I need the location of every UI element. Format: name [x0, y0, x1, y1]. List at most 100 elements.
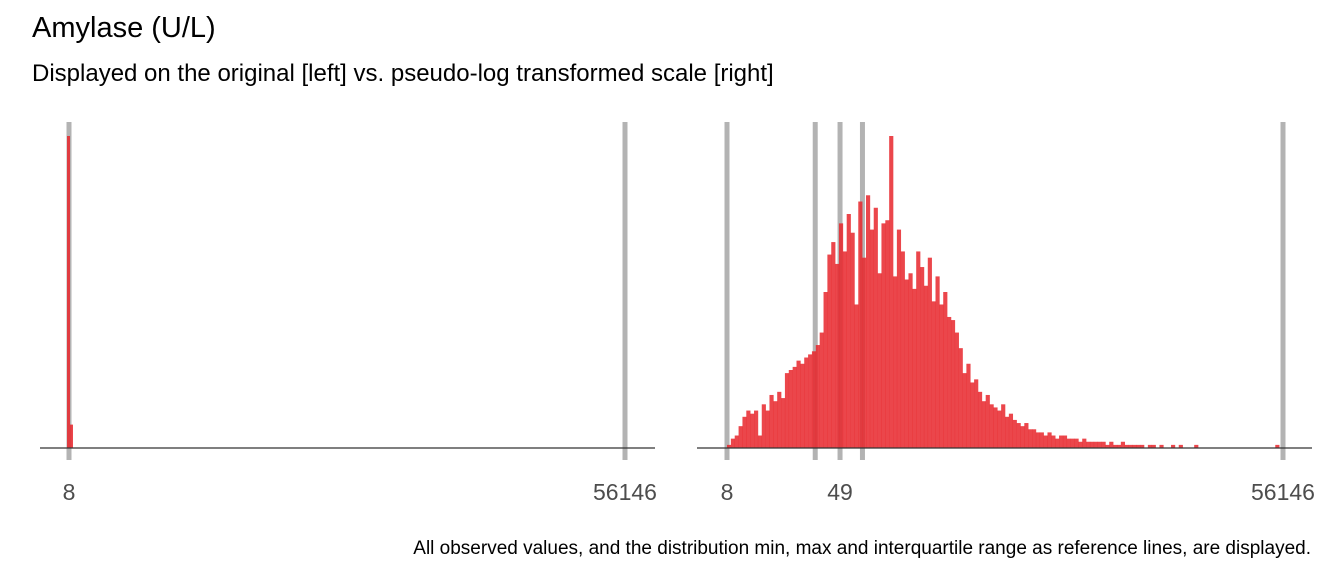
right-histogram-bar	[962, 373, 967, 448]
right-histogram-bar	[1051, 435, 1056, 448]
chart-subtitle: Displayed on the original [left] vs. pse…	[32, 60, 774, 87]
right-histogram-bar	[738, 426, 743, 448]
right-histogram-bar	[885, 220, 890, 448]
right-x-tick-label-max: 56146	[1251, 479, 1315, 505]
right-histogram-bar	[1151, 444, 1156, 448]
right-histogram-bar	[916, 251, 921, 448]
right-histogram-bar	[1016, 423, 1021, 448]
right-histogram-bar	[1043, 435, 1048, 448]
right-histogram-bar	[769, 394, 774, 448]
right-histogram-bar	[1140, 444, 1145, 448]
right-histogram-bar	[866, 195, 871, 448]
right-histogram-bar	[950, 320, 956, 448]
right-histogram-bar	[800, 363, 805, 448]
right-histogram-bar	[896, 229, 902, 448]
right-histogram-bar	[1039, 432, 1044, 448]
right-histogram-bar	[862, 257, 867, 448]
right-histogram-bar	[873, 207, 878, 448]
right-histogram-bar	[1097, 441, 1102, 448]
right-histogram-bar	[1109, 441, 1114, 448]
chart-title: Amylase (U/L)	[32, 12, 216, 44]
right-histogram-bar	[1113, 444, 1118, 448]
right-histogram-bar	[1028, 429, 1033, 448]
right-histogram-bar	[1035, 432, 1041, 448]
panel-pseudo-log-scale: 8 49 56146	[697, 122, 1315, 505]
right-histogram-bar	[1120, 441, 1125, 448]
right-x-tick-label-median: 49	[827, 479, 853, 505]
right-histogram-bar	[796, 360, 801, 448]
left-histogram-bar	[67, 136, 70, 448]
right-histogram-bar	[893, 276, 898, 448]
right-histogram-bar	[912, 288, 917, 448]
right-histogram-bar	[819, 332, 824, 448]
right-histogram-bar	[1047, 432, 1052, 448]
right-histogram-bar	[1093, 441, 1098, 448]
right-histogram-bar	[977, 391, 983, 448]
right-histogram-bar	[1055, 438, 1060, 448]
right-histogram-bar	[1024, 423, 1029, 448]
right-histogram-bar	[1171, 444, 1176, 448]
right-histogram-bar	[811, 351, 817, 448]
right-histogram-bar	[777, 391, 782, 448]
right-histogram-bar	[966, 363, 971, 448]
right-histogram-bar	[877, 273, 882, 448]
right-histogram-bar	[989, 404, 994, 448]
right-histogram-bar	[850, 232, 855, 448]
right-histogram-bar	[1082, 438, 1087, 448]
right-histogram-bar	[754, 410, 759, 448]
right-histogram-bar	[1005, 416, 1010, 448]
right-histogram-bar	[931, 301, 936, 448]
right-histogram-bar	[974, 379, 979, 448]
right-histogram-bar	[827, 254, 832, 448]
right-histogram-bar	[1078, 441, 1083, 448]
right-histogram-bar	[1132, 444, 1137, 448]
right-histogram-bar	[842, 251, 847, 448]
right-histogram-bar	[1066, 438, 1071, 448]
right-histogram-bar	[935, 276, 940, 448]
right-histogram-bar	[858, 201, 863, 448]
right-histogram-bar	[958, 348, 963, 448]
right-histogram-bar	[765, 410, 770, 448]
right-histogram-bar	[993, 407, 998, 448]
left-histogram-bars	[67, 136, 73, 448]
right-histogram-bar	[1020, 426, 1025, 448]
right-histogram-bar	[835, 263, 840, 448]
right-histogram-bar	[943, 292, 948, 448]
right-histogram-bar	[881, 223, 886, 448]
right-histogram-bar	[981, 401, 986, 448]
right-histogram-bar	[1062, 435, 1068, 448]
right-histogram-bar	[927, 257, 932, 448]
right-x-tick-label-min: 8	[721, 479, 734, 505]
right-histogram-bar	[947, 316, 952, 448]
right-histogram-bar	[781, 398, 786, 448]
right-histogram-bar	[1159, 444, 1164, 448]
right-histogram-bar	[846, 214, 851, 448]
right-histogram-bar	[900, 251, 905, 448]
right-histogram-bar	[1124, 444, 1129, 448]
right-histogram-bar	[939, 304, 944, 448]
right-histogram-bar	[1147, 444, 1153, 448]
right-histogram-bar	[1074, 438, 1079, 448]
right-histogram-bar	[1194, 444, 1199, 448]
right-histogram-bar	[1116, 444, 1122, 448]
right-histogram-bar	[908, 273, 913, 448]
left-histogram-bar	[70, 424, 73, 448]
left-x-tick-label-max: 56146	[593, 479, 657, 505]
right-histogram-bar	[920, 267, 925, 448]
right-histogram-bar	[1032, 429, 1037, 448]
chart-caption: All observed values, and the distributio…	[413, 538, 1311, 559]
right-histogram-bar	[808, 354, 813, 448]
right-histogram-bar	[1086, 441, 1091, 448]
right-histogram-bar	[1059, 435, 1064, 448]
right-histogram-bar	[1275, 444, 1280, 448]
left-x-tick-label-min: 8	[63, 479, 76, 505]
right-histogram-bar	[761, 404, 766, 448]
right-histogram-bar	[1105, 444, 1110, 448]
right-histogram-bar	[1089, 441, 1095, 448]
right-histogram-bar	[773, 401, 778, 448]
right-histogram-bar	[750, 413, 755, 448]
right-histogram-bar	[734, 435, 739, 448]
right-histogram-bar	[1070, 438, 1075, 448]
right-histogram-bar	[788, 370, 793, 448]
